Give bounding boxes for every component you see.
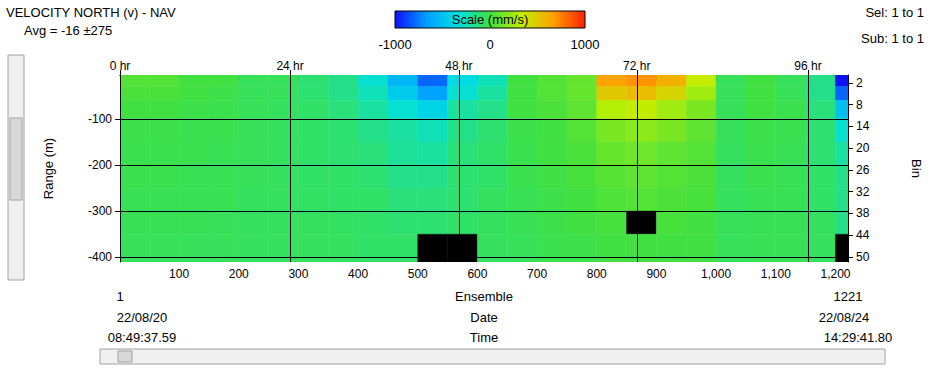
svg-text:26: 26 — [856, 163, 870, 177]
svg-text:38: 38 — [856, 206, 870, 220]
svg-text:Sel: 1 to 1: Sel: 1 to 1 — [865, 5, 924, 20]
svg-text:-200: -200 — [88, 158, 112, 172]
svg-text:50: 50 — [856, 250, 870, 264]
svg-text:0: 0 — [486, 37, 493, 52]
svg-text:300: 300 — [288, 267, 308, 281]
svg-text:400: 400 — [348, 267, 368, 281]
svg-text:Time: Time — [470, 330, 498, 345]
svg-text:1000: 1000 — [571, 37, 600, 52]
svg-text:1221: 1221 — [834, 289, 863, 304]
svg-text:8: 8 — [856, 98, 863, 112]
svg-text:1: 1 — [116, 289, 123, 304]
svg-text:14: 14 — [856, 119, 870, 133]
svg-text:100: 100 — [169, 267, 189, 281]
svg-text:Scale (mm/s): Scale (mm/s) — [452, 12, 529, 27]
svg-text:44: 44 — [856, 228, 870, 242]
svg-text:Sub: 1 to 1: Sub: 1 to 1 — [861, 31, 924, 46]
svg-text:2: 2 — [856, 76, 863, 90]
svg-text:1,200: 1,200 — [820, 267, 850, 281]
svg-text:VELOCITY NORTH (v) - NAV: VELOCITY NORTH (v) - NAV — [6, 5, 176, 20]
svg-text:900: 900 — [646, 267, 666, 281]
svg-text:600: 600 — [467, 267, 487, 281]
svg-text:Ensemble: Ensemble — [455, 289, 513, 304]
svg-text:-400: -400 — [88, 250, 112, 264]
svg-text:22/08/24: 22/08/24 — [819, 310, 870, 325]
svg-text:Bin: Bin — [909, 159, 924, 178]
svg-text:72 hr: 72 hr — [623, 59, 650, 73]
svg-text:1,100: 1,100 — [761, 267, 791, 281]
svg-text:Avg = -16 ±275: Avg = -16 ±275 — [24, 23, 112, 38]
svg-text:-1000: -1000 — [378, 37, 411, 52]
svg-text:48 hr: 48 hr — [445, 59, 472, 73]
svg-text:22/08/20: 22/08/20 — [117, 310, 168, 325]
svg-text:32: 32 — [856, 185, 870, 199]
svg-text:08:49:37.59: 08:49:37.59 — [108, 330, 177, 345]
svg-text:24 hr: 24 hr — [276, 59, 303, 73]
svg-text:200: 200 — [229, 267, 249, 281]
svg-text:-100: -100 — [88, 112, 112, 126]
svg-text:96 hr: 96 hr — [794, 59, 821, 73]
svg-text:Date: Date — [470, 310, 497, 325]
svg-text:14:29:41.80: 14:29:41.80 — [824, 330, 893, 345]
svg-text:1,000: 1,000 — [701, 267, 731, 281]
svg-text:500: 500 — [408, 267, 428, 281]
svg-text:20: 20 — [856, 141, 870, 155]
svg-text:800: 800 — [587, 267, 607, 281]
svg-text:0 hr: 0 hr — [110, 59, 131, 73]
svg-text:-300: -300 — [88, 204, 112, 218]
svg-text:700: 700 — [527, 267, 547, 281]
svg-text:Range (m): Range (m) — [41, 138, 56, 199]
